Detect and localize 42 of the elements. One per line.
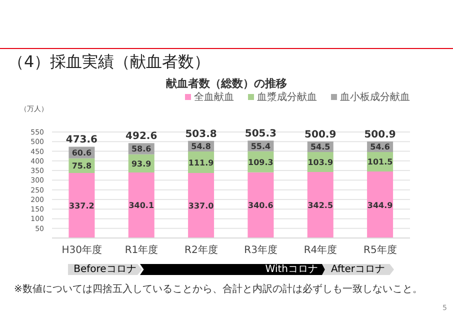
data-label: 60.6 [72,148,92,158]
bar [248,172,274,238]
total-label: 500.9 [304,129,336,140]
data-label: 344.9 [367,200,394,210]
text: ※数値については四捨五入していることから、合計と内訳の計は必ずしも一致しないこと。 [14,282,422,296]
data-label: 109.3 [248,158,274,167]
data-label: 111.9 [188,158,214,168]
data-label: 58.6 [132,144,152,154]
bar [188,173,214,238]
total-label: 500.9 [364,129,396,140]
total-label: 503.8 [185,128,217,140]
x-tick-label: R4年度 [304,244,338,256]
x-tick-label: R3年度 [244,244,278,256]
data-label: 54.6 [370,142,390,152]
chart-subtitle: 献血者数（総数）の推移 [165,76,288,91]
data-label: 340.1 [128,201,154,210]
data-label: 93.9 [132,159,152,168]
data-label: 340.6 [248,201,274,210]
data-label: 337.0 [188,202,214,211]
data-label: 337.2 [69,202,94,211]
data-label: 55.4 [250,142,272,151]
data-label: 54.5 [310,142,331,152]
legend-label: 血小板成分献血 [339,90,410,104]
legend-label: 血漿成分献血 [256,90,317,104]
data-label: 75.8 [72,162,92,171]
bar [307,172,334,238]
x-tick-label: R1年度 [124,244,158,256]
total-label: 492.6 [126,131,158,142]
chart-title: （4）採血実績（献血者数） [8,52,210,73]
data-label: 103.9 [308,158,334,167]
data-label: 101.5 [367,158,394,167]
data-label: 342.5 [308,200,334,210]
bar [367,172,394,238]
data-label: 54.8 [191,142,212,152]
bar [68,173,95,238]
total-label: 505.3 [244,128,277,140]
x-tick-label: R2年度 [184,244,218,256]
legend-label: 全血献血 [193,90,234,104]
bar [128,172,154,238]
total-label: 473.6 [66,134,98,146]
x-tick-label: R5年度 [364,244,397,256]
x-tick-label: H30年度 [62,244,102,256]
